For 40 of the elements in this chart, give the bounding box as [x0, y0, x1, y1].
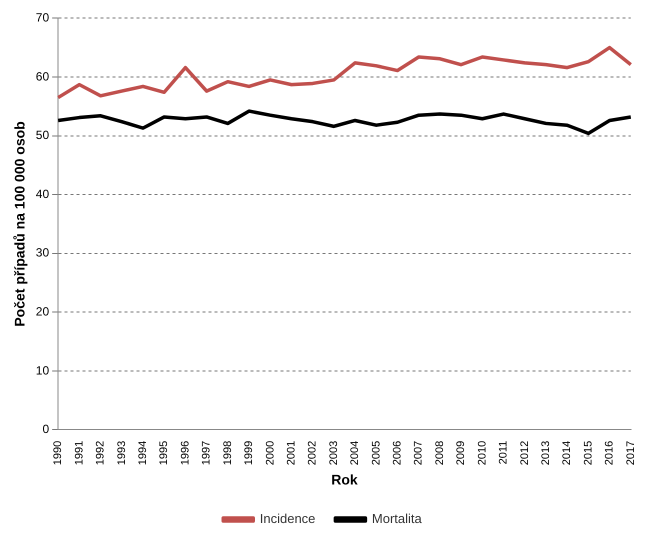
x-tick-label: 2007 [412, 440, 425, 466]
legend-label: Incidence [260, 511, 316, 526]
x-tick-label: 1999 [243, 440, 256, 466]
x-tick-label: 2015 [582, 440, 594, 466]
x-tick-label: 2004 [349, 440, 362, 466]
y-tick-label: 70 [36, 10, 50, 25]
x-tick-label: 2012 [518, 440, 531, 466]
y-tick-label: 30 [36, 246, 50, 260]
x-tick-label: 1996 [179, 440, 192, 466]
x-tick-label: 2011 [498, 440, 510, 464]
x-tick-label: 2001 [285, 440, 298, 466]
x-tick-label: 2009 [455, 440, 468, 466]
x-tick-label: 2008 [434, 440, 446, 466]
x-tick-label: 1998 [222, 440, 234, 466]
x-tick-label: 1990 [52, 440, 64, 466]
x-tick-label: 1993 [116, 440, 128, 466]
x-tick-label: 1997 [200, 440, 213, 466]
x-axis-title: Rok [331, 471, 358, 488]
x-tick-label: 2014 [561, 440, 574, 466]
x-tick-label: 2003 [328, 440, 340, 466]
y-axis-title: Počet případů na 100 000 osob [11, 121, 28, 327]
x-tick-label: 2002 [306, 440, 319, 466]
x-tick-label: 2000 [264, 440, 276, 466]
y-tick-label: 50 [36, 128, 50, 142]
x-tick-label: 1992 [94, 440, 107, 466]
legend-label: Mortalita [372, 511, 423, 526]
y-tick-label: 10 [36, 363, 50, 378]
x-tick-label: 2016 [604, 440, 616, 466]
y-tick-label: 20 [36, 304, 50, 318]
y-tick-label: 40 [36, 186, 50, 201]
x-tick-label: 1991 [73, 440, 86, 466]
x-tick-label: 2017 [624, 440, 637, 466]
x-tick-label: 1995 [158, 440, 170, 466]
y-tick-label: 60 [36, 69, 50, 84]
x-tick-label: 2005 [370, 440, 382, 466]
x-tick-label: 2013 [540, 440, 552, 466]
x-tick-label: 2010 [476, 440, 488, 466]
x-tick-label: 1994 [137, 440, 150, 466]
x-tick-label: 2006 [392, 440, 404, 466]
y-tick-label: 0 [42, 422, 50, 436]
